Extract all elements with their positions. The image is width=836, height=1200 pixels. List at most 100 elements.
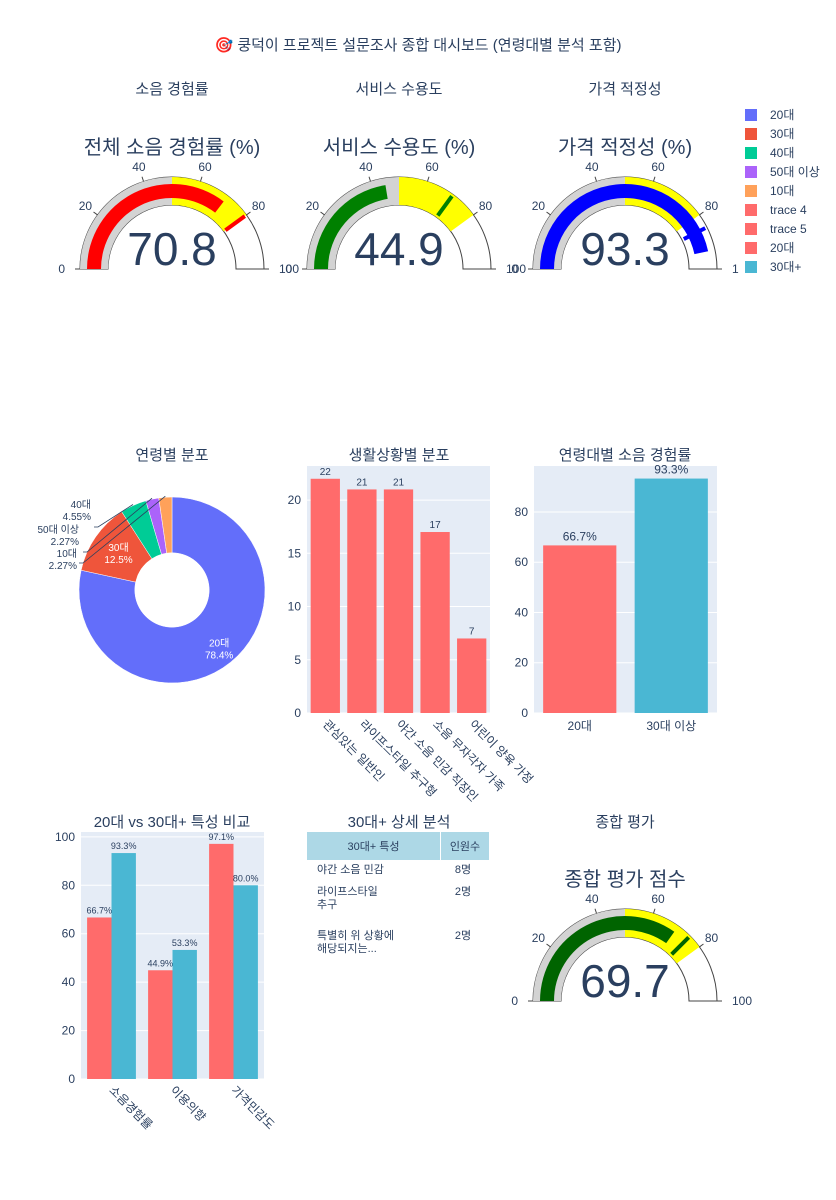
gauge-tick-label: 80 [705,199,719,213]
agenoise-bar-label: 66.7% [563,529,597,543]
compare-bar [172,949,197,1079]
legend-swatch [745,166,757,178]
table-header-trait: 30대+ 특성 [307,832,441,860]
agenoise-ytick-label: 40 [515,605,529,619]
gauge-tick [546,943,551,948]
gauge-threshold [224,214,246,232]
gauge-tick [320,211,325,216]
gauge-tick-label: 100 [506,262,526,276]
gauge-tick-label: 60 [651,892,665,906]
agenoise-xtick-label: 20대 [568,719,592,733]
donut-leader-line [94,504,134,528]
table-header-count: 인원수 [440,832,490,860]
gauge-threshold [670,935,691,956]
agenoise-bar [543,545,617,713]
gauge-tick-label: 40 [585,160,599,174]
gauge-threshold [436,195,454,217]
gauge-tick-label: 40 [132,160,146,174]
life-ytick-label: 5 [294,653,301,667]
gauge-value-bar [314,185,388,269]
life-xtick-label: 어린이 양육 가정 [467,717,536,786]
legend-swatch [745,223,757,235]
life-bar-label: 22 [320,467,332,478]
gauge-acceptance: 서비스 수용도 (%) 0 20 40 60 80 100 44.9 [285,136,526,276]
table-row: 야간 소음 민감 8명 [307,860,490,882]
life-bar [420,532,450,713]
donut-slice-percent: 78.4% [205,650,233,661]
gauge-tick [594,908,598,914]
age-noise-bar-chart: 0 20 40 60 80 66.7% 20대 93.3% 30대 이상 [515,463,717,733]
gauge-tick-label: 20 [79,199,93,213]
donut-outside-percent: 2.27% [51,537,79,548]
gauge-tick [141,176,145,182]
agenoise-ytick-label: 20 [515,656,529,670]
gauge-tick [473,211,478,216]
compare-bar-label: 97.1% [209,832,235,842]
life-ytick-label: 10 [288,600,302,614]
donut-outside-percent: 2.27% [49,561,77,572]
compare-bar-label: 93.3% [111,841,137,851]
compare-bar [148,970,173,1079]
gauge-tick [652,908,656,914]
life-bar-label: 21 [356,477,368,488]
gauge-tick-label: 60 [425,160,439,174]
gauge-tick-label: 100 [732,994,752,1008]
compare-xtick-label: 가격민감도 [228,1083,277,1132]
gauge-tick [699,211,704,216]
table-cell-count: 2명 [454,930,472,942]
table-cell-count: 8명 [454,864,472,876]
gauge-value-bar [540,916,675,1001]
gauge-tick [699,943,704,948]
legend-entry-label: 20대 [770,241,794,255]
agenoise-bar [634,478,708,713]
subplot-title-price: 가격 적정성 [588,81,661,98]
gauge-tick-label: 80 [252,199,266,213]
gauge-tick [93,211,98,216]
gauge-value-number: 93.3 [580,223,670,275]
life-ytick-label: 20 [288,493,302,507]
legend-entry-label: 50대 이상 [770,165,820,179]
gauge-tick-label: 20 [306,199,320,213]
life-bar-label: 17 [430,520,442,531]
compare-bar [209,843,234,1079]
donut-leader-line [79,495,166,564]
subplot-title-life-dist: 생활상황별 분포 [349,447,450,464]
compare-xtick-label: 이용의향 [167,1083,208,1124]
compare-ytick-label: 40 [62,975,76,989]
subplot-title-compare: 20대 vs 30대+ 특성 비교 [94,814,251,831]
gauge-tick-label: 60 [198,160,212,174]
donut-outside-label: 50대 이상 [37,524,79,536]
legend-entry-label: 30대 [770,127,794,141]
gauge-value-number: 44.9 [354,223,444,275]
compare-bar-label: 80.0% [233,873,259,883]
gauge-tick-label: 20 [532,199,546,213]
gauge-value-number: 70.8 [127,223,217,275]
compare-bar [111,853,136,1079]
life-bar [310,478,340,713]
table-cell-trait: 야간 소음 민감 [317,864,384,876]
life-bar [457,638,487,713]
donut-slice-percent: 12.5% [104,555,132,566]
life-ytick-label: 15 [288,546,302,560]
subplot-title-table: 30대+ 상세 분석 [348,814,451,831]
table-row: 특별히 위 상황에 해당되지는... 2명 [307,926,490,960]
gauge-tick-label: 1 [732,262,739,276]
legend-swatch [745,261,757,273]
legend-swatch [745,109,757,121]
gauge-tick-label: 0 [511,994,518,1008]
life-bar [383,489,414,713]
gauge-tick-label: 80 [705,931,719,945]
agenoise-ytick-label: 0 [521,706,528,720]
gauge-tick [426,176,430,182]
legend-entry-label: trace 4 [770,203,807,217]
gauge-price: 가격 적정성 (%) 0 20 40 60 80 1 93.3 [511,136,739,276]
donut-outside-percent: 4.55% [63,512,91,523]
agenoise-xtick-label: 30대 이상 [646,719,696,733]
agenoise-bar-label: 93.3% [654,463,688,477]
legend-swatch [745,242,757,254]
donut-slice-label: 30대 [108,542,128,554]
gauge-tick-label: 40 [585,892,599,906]
gauge-noise-rate: 전체 소음 경험률 (%) 0 20 40 60 80 100 70.8 [58,136,299,276]
